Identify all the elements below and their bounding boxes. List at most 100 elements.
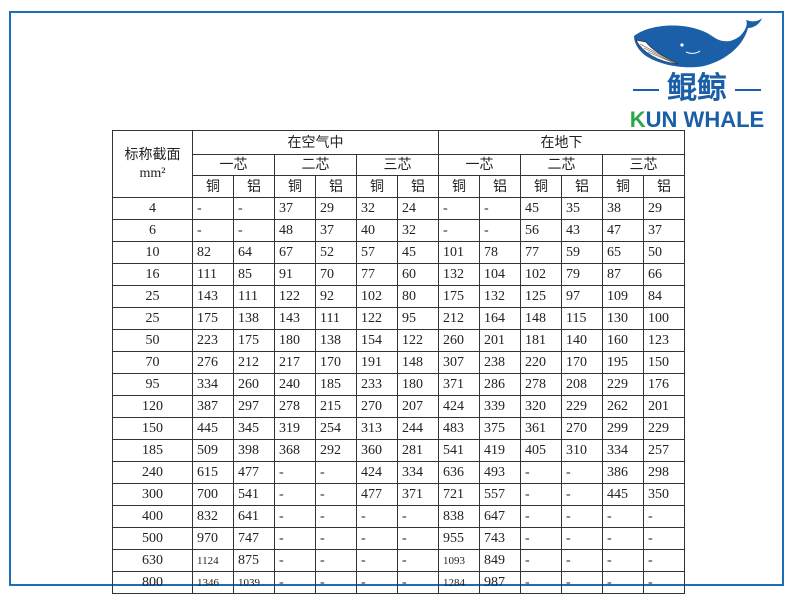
cross-section-cell: 240 — [112, 461, 193, 484]
value-cell: - — [561, 483, 603, 506]
value-cell: 150 — [643, 351, 685, 374]
table-row: 400 832 641- - - -838 647- - - - — [112, 505, 685, 528]
value-cell: 299 — [602, 417, 644, 440]
value-cell: 138 — [315, 329, 357, 352]
value-cell: 160 — [602, 329, 644, 352]
value-cell: 371 — [397, 483, 439, 506]
cross-section-cell: 185 — [112, 439, 193, 462]
value-cell: - — [315, 549, 357, 572]
material-header: 铜 — [356, 175, 398, 198]
value-cell: - — [356, 505, 398, 528]
value-cell: 67 — [274, 241, 316, 264]
value-cell: - — [520, 571, 562, 594]
core-header: 三芯 — [602, 154, 685, 176]
table-row: 25 143 111 122 92 102 80 175 132 125 97 109 84 — [112, 285, 685, 308]
value-cell: 1284 — [438, 571, 480, 594]
value-cell: 320 — [520, 395, 562, 418]
value-cell: 43 — [561, 219, 603, 242]
group-header-underground: 在地下 — [438, 130, 685, 155]
value-cell: 220 — [520, 351, 562, 374]
value-cell: - — [602, 505, 644, 528]
brand-name-en: KUN WHALE — [612, 108, 782, 132]
value-cell: 57 — [356, 241, 398, 264]
value-cell: 95 — [397, 307, 439, 330]
cross-section-cell: 6 — [112, 219, 193, 242]
value-cell: - — [561, 505, 603, 528]
value-cell: 84 — [643, 285, 685, 308]
value-cell: 636 — [438, 461, 480, 484]
whale-icon — [634, 18, 762, 68]
value-cell: 170 — [315, 351, 357, 374]
kun-whale-logo: 鲲鲸 KUN WHALE — [612, 14, 782, 132]
value-cell: 361 — [520, 417, 562, 440]
value-cell: 77 — [356, 263, 398, 286]
value-cell: 32 — [397, 219, 439, 242]
core-header: 一芯 — [438, 154, 521, 176]
value-cell: 477 — [233, 461, 275, 484]
value-cell: - — [274, 549, 316, 572]
value-cell: 176 — [643, 373, 685, 396]
cross-section-cell: 400 — [112, 505, 193, 528]
value-cell: 140 — [561, 329, 603, 352]
value-cell: 37 — [274, 197, 316, 220]
value-cell: 360 — [356, 439, 398, 462]
table-row: 185 509 398 368 292 360 281 541 419 405 310 334 257 — [112, 439, 685, 462]
value-cell: 40 — [356, 219, 398, 242]
material-header: 铝 — [397, 175, 439, 198]
value-cell: 970 — [192, 527, 234, 550]
value-cell: 233 — [356, 373, 398, 396]
value-cell: 483 — [438, 417, 480, 440]
value-cell: 56 — [520, 219, 562, 242]
value-cell: 286 — [479, 373, 521, 396]
table-row: 10 82 64 67 52 57 45 101 78 77 59 65 50 — [112, 241, 685, 264]
value-cell: 185 — [315, 373, 357, 396]
value-cell: 368 — [274, 439, 316, 462]
value-cell: 1346 — [192, 571, 234, 594]
value-cell: 48 — [274, 219, 316, 242]
value-cell: 122 — [397, 329, 439, 352]
value-cell: 647 — [479, 505, 521, 528]
value-cell: 66 — [643, 263, 685, 286]
value-cell: 375 — [479, 417, 521, 440]
group-header-air: 在空气中 — [192, 130, 439, 155]
table-row: 500 970 747- - - -955 743- - - - — [112, 527, 685, 550]
material-header: 铜 — [438, 175, 480, 198]
value-cell: 180 — [274, 329, 316, 352]
table-row: 95 334 260 240 185 233 180 371 286 278 208 229 176 — [112, 373, 685, 396]
value-cell: 445 — [602, 483, 644, 506]
value-cell: - — [479, 197, 521, 220]
value-cell: 52 — [315, 241, 357, 264]
value-cell: 307 — [438, 351, 480, 374]
value-cell: 278 — [274, 395, 316, 418]
value-cell: 70 — [315, 263, 357, 286]
value-cell: 111 — [192, 263, 234, 286]
value-cell: 207 — [397, 395, 439, 418]
value-cell: 115 — [561, 307, 603, 330]
value-cell: 80 — [397, 285, 439, 308]
value-cell: 59 — [561, 241, 603, 264]
value-cell: 310 — [561, 439, 603, 462]
core-header: 二芯 — [520, 154, 603, 176]
value-cell: - — [643, 505, 685, 528]
table-row: 630 1124 875- - - -1093 849- - - - — [112, 549, 685, 572]
value-cell: 509 — [192, 439, 234, 462]
value-cell: 445 — [192, 417, 234, 440]
value-cell: - — [561, 571, 603, 594]
value-cell: 97 — [561, 285, 603, 308]
value-cell: 1039 — [233, 571, 275, 594]
value-cell: 292 — [315, 439, 357, 462]
value-cell: 109 — [602, 285, 644, 308]
value-cell: 50 — [643, 241, 685, 264]
value-cell: - — [602, 549, 644, 572]
value-cell: 386 — [602, 461, 644, 484]
value-cell: 229 — [643, 417, 685, 440]
value-cell: 276 — [192, 351, 234, 374]
value-cell: 91 — [274, 263, 316, 286]
value-cell: 229 — [561, 395, 603, 418]
value-cell: 419 — [479, 439, 521, 462]
cross-section-header: 标称截面 mm² — [112, 130, 193, 198]
value-cell: 201 — [643, 395, 685, 418]
value-cell: 955 — [438, 527, 480, 550]
value-cell: - — [520, 549, 562, 572]
material-header: 铜 — [192, 175, 234, 198]
